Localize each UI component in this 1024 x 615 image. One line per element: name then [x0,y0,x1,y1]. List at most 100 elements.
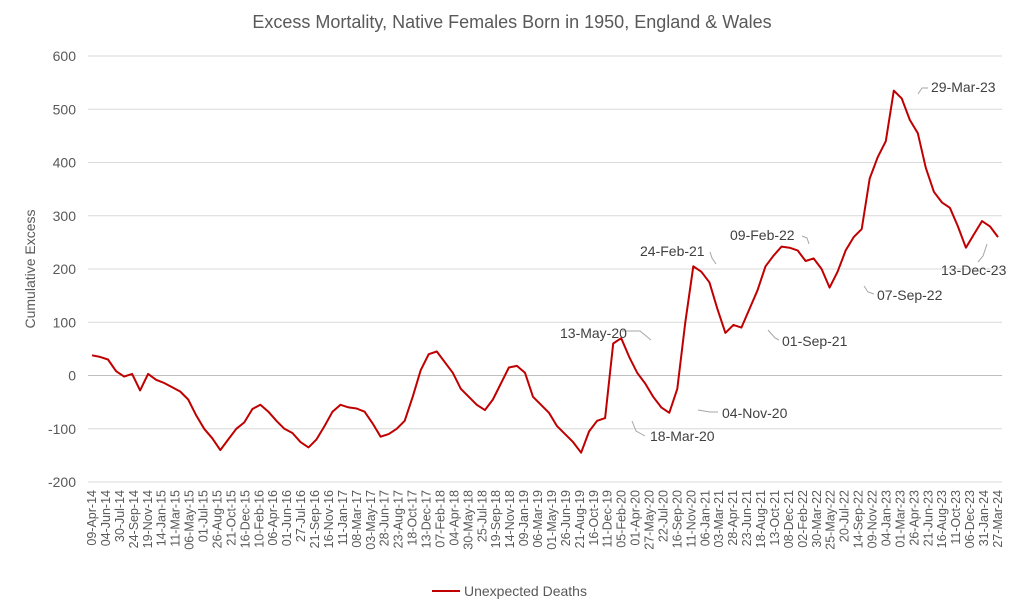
y-tick-labels: -200 -100 0 100 200 300 400 500 600 [48,48,76,490]
x-tick-label: 27-Mar-24 [991,490,1005,548]
x-tick-label: 16-Sep-20 [670,490,684,548]
x-tick-label: 03-May-17 [364,490,378,550]
x-tick-label: 21-Sep-16 [308,490,322,548]
x-tick-label: 11-Mar-15 [169,490,183,547]
y-tick-label: 0 [68,368,76,384]
annotation-leader [863,285,875,295]
annotation-layer: 13-May-20 18-Mar-20 04-Nov-20 24-Feb-21 01-S… [560,79,1007,444]
y-tick-label: 600 [53,48,77,64]
x-tick-label: 30-Mar-22 [810,490,824,548]
annotation-label: 04-Nov-20 [722,405,788,421]
x-tick-label: 16-Aug-23 [935,490,949,548]
x-tick-label: 01-Jul-15 [197,490,211,542]
x-tick-label: 18-Oct-17 [406,490,420,546]
x-tick-label: 10-Feb-16 [252,490,266,548]
x-tick-label: 09-Jan-19 [517,490,531,546]
x-tick-label: 19-Sep-18 [489,490,503,548]
x-tick-label: 25-Jul-18 [475,490,489,542]
y-tick-label: -200 [48,474,76,490]
x-tick-label: 19-Nov-14 [141,490,155,548]
x-tick-label: 13-Oct-21 [768,490,782,546]
x-tick-label: 26-Aug-15 [210,490,224,548]
y-tick-label: 300 [53,208,77,224]
x-tick-label: 28-Jun-17 [378,490,392,546]
x-tick-label: 27-May-20 [643,490,657,550]
y-tick-label: 500 [53,101,77,117]
annotation-label: 18-Mar-20 [650,428,715,444]
x-tick-label: 20-Jul-22 [838,490,852,542]
x-tick-label: 16-Nov-16 [322,490,336,548]
annotation-label: 01-Sep-21 [782,333,848,349]
series-layer [91,89,999,454]
x-tick-label: 28-Apr-21 [726,490,740,546]
x-tick-label: 30-May-18 [461,490,475,550]
x-tick-label: 03-Mar-21 [712,490,726,548]
x-tick-label: 04-Jun-14 [99,490,113,546]
annotation-label: 13-Dec-23 [941,262,1007,278]
x-tick-labels: 09-Apr-14 04-Jun-14 30-Jul-14 24-Sep-14 19-N… [85,490,1005,550]
x-tick-label: 11-Oct-23 [949,490,963,545]
annotation-leader [709,251,717,265]
x-tick-label: 11-Nov-20 [684,490,698,547]
grid-layer [88,55,1002,483]
x-tick-label: 04-Apr-18 [447,490,461,546]
annotation-leader [977,243,988,263]
x-tick-label: 06-Mar-19 [531,490,545,548]
x-tick-label: 08-Mar-17 [350,490,364,548]
y-tick-label: 200 [53,261,77,277]
x-tick-label: 14-Jan-15 [155,490,169,546]
x-tick-label: 13-Dec-17 [420,490,434,548]
annotation-label: 24-Feb-21 [640,243,705,259]
x-tick-label: 07-Feb-18 [433,490,447,548]
annotation-label: 07-Sep-22 [877,287,943,303]
annotation-label: 09-Feb-22 [730,227,795,243]
x-tick-label: 14-Sep-22 [852,490,866,548]
x-tick-label: 06-Dec-23 [963,490,977,548]
legend-label: Unexpected Deaths [464,583,587,599]
series-line-unexpected-deaths [91,89,999,454]
x-tick-label: 23-Aug-17 [392,490,406,548]
x-tick-label: 31-Jan-24 [977,490,991,546]
x-tick-label: 16-Dec-15 [238,490,252,548]
annotation-leader [697,409,718,413]
y-tick-label: 100 [53,314,77,330]
annotation-leader [622,330,652,341]
chart-title: Excess Mortality, Native Females Born in… [252,12,771,32]
x-tick-label: 21-Jun-23 [921,490,935,546]
x-tick-label: 01-Jun-16 [280,490,294,546]
legend: Unexpected Deaths [432,583,587,599]
x-tick-label: 18-Aug-21 [754,490,768,548]
x-tick-label: 09-Nov-22 [866,490,880,548]
x-tick-label: 01-Mar-23 [893,490,907,548]
x-tick-label: 22-Jul-20 [656,490,670,542]
x-tick-label: 01-Apr-20 [629,490,643,546]
x-tick-label: 11-Dec-19 [601,490,615,547]
annotation-label: 29-Mar-23 [931,79,996,95]
annotation-leader [767,329,780,341]
x-tick-label: 24-Sep-14 [127,490,141,548]
x-tick-label: 16-Oct-19 [587,490,601,546]
x-tick-label: 01-May-19 [545,490,559,550]
x-tick-label: 23-Jun-21 [740,490,754,546]
x-tick-label: 21-Aug-19 [573,490,587,548]
annotation-leader [801,235,810,245]
y-tick-label: -100 [48,421,76,437]
annotation-leader [917,87,928,95]
y-tick-label: 400 [53,155,77,171]
x-tick-label: 05-Feb-20 [615,490,629,548]
x-tick-label: 14-Nov-18 [503,490,517,548]
x-tick-label: 02-Feb-22 [796,490,810,548]
x-tick-label: 27-Jul-16 [294,490,308,542]
annotation-leader [631,420,646,437]
x-tick-label: 04-Jan-23 [879,490,893,546]
x-tick-label: 25-May-22 [824,490,838,550]
x-tick-label: 09-Apr-14 [85,490,99,546]
x-tick-label: 26-Apr-23 [907,490,921,546]
y-axis-label: Cumulative Excess [22,209,38,328]
x-tick-label: 06-Jan-21 [698,490,712,546]
x-tick-label: 11-Jan-17 [336,490,350,545]
annotation-label: 13-May-20 [560,325,627,341]
x-tick-label: 26-Jun-19 [559,490,573,546]
